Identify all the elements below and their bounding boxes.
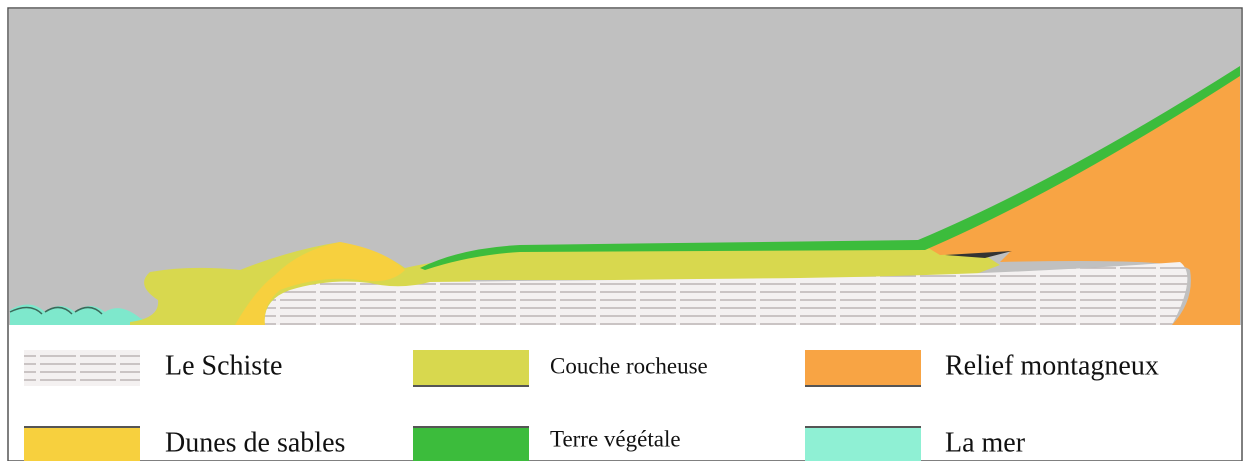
legend-label: La mer	[945, 427, 1026, 458]
swatch-sea	[805, 426, 921, 461]
schist	[264, 262, 1188, 325]
swatch-rock	[413, 350, 529, 386]
cross-section	[9, 9, 1241, 325]
legend-label: Terre végétale	[550, 426, 681, 451]
rock-layer	[420, 243, 1000, 280]
sea	[10, 304, 160, 325]
legend-label: Couche rocheuse	[550, 353, 708, 378]
swatch-vegetation	[413, 426, 529, 461]
vegetation	[420, 66, 1240, 270]
waves	[9, 306, 103, 315]
rock-wedge	[945, 251, 1012, 258]
mountain	[920, 68, 1240, 325]
swatch-mountain	[805, 350, 921, 386]
swatch-schist	[24, 350, 140, 386]
swatch-dunes	[24, 426, 140, 461]
legend: Le Schiste Couche rocheuse Relief montag…	[24, 350, 1159, 461]
legend-label: Relief montagneux	[945, 350, 1159, 381]
dunes	[235, 242, 405, 325]
legend-label: Dunes de sables	[165, 427, 345, 458]
legend-label: Le Schiste	[165, 350, 282, 381]
